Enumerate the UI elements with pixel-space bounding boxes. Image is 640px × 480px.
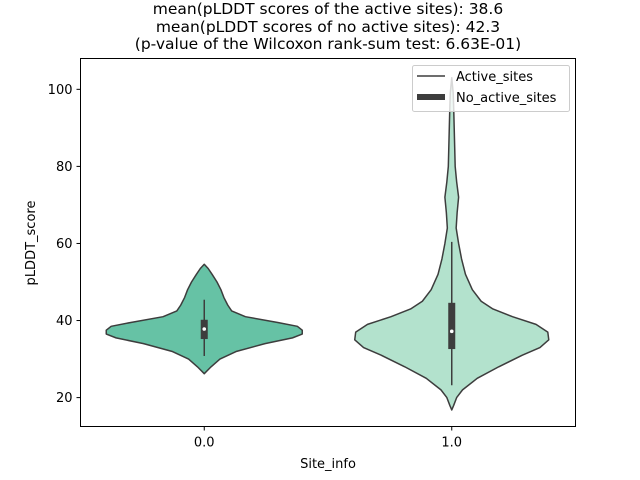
median-dot-1.0 <box>449 329 454 334</box>
y-tick-label: 60 <box>56 237 73 252</box>
title-line-2: mean(pLDDT scores of no active sites): 4… <box>156 18 500 36</box>
inner-boxes-layer <box>200 241 456 386</box>
y-axis-label: pLDDT_score <box>24 201 39 286</box>
legend: Active_sites No_active_sites <box>412 65 570 112</box>
y-tick-label: 80 <box>56 160 73 175</box>
violins-layer <box>105 77 550 411</box>
legend-label-active-sites: Active_sites <box>456 70 533 85</box>
title-line-1: mean(pLDDT scores of the active sites): … <box>153 0 503 18</box>
legend-label-no-active-sites: No_active_sites <box>456 91 557 106</box>
iqr-box-1.0 <box>448 302 456 350</box>
y-tick-label: 100 <box>48 83 73 98</box>
x-tick-label: 0.0 <box>194 436 215 451</box>
chart-title: mean(pLDDT scores of the active sites): … <box>135 0 521 53</box>
y-tick-label: 20 <box>56 391 73 406</box>
y-axis-ticks: 20 40 60 80 100 <box>48 83 81 406</box>
x-axis-ticks: 0.0 1.0 <box>194 426 462 451</box>
legend-frame <box>412 65 570 112</box>
title-line-3: (p-value of the Wilcoxon rank-sum test: … <box>135 35 521 53</box>
x-tick-label: 1.0 <box>441 436 462 451</box>
plot-frame <box>80 58 576 427</box>
median-dot-0.0 <box>202 327 207 331</box>
y-tick-label: 40 <box>56 314 73 329</box>
x-axis-label: Site_info <box>300 457 356 472</box>
